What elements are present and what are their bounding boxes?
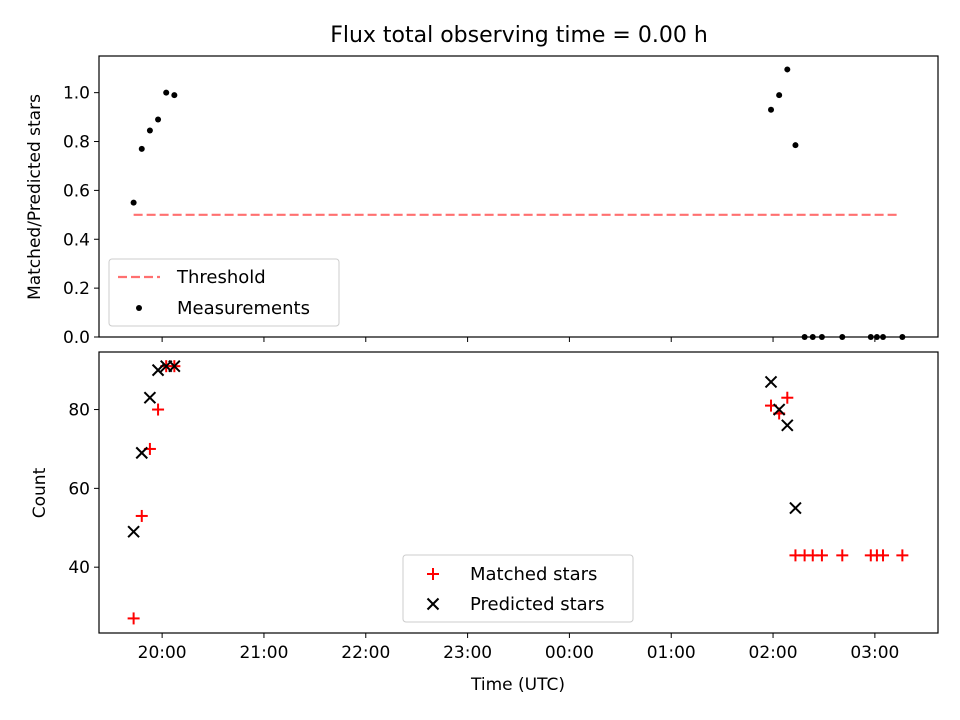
top-plot-area: 0.0 0.2 0.4 0.6 0.8 1.0 Threshold Measurements bbox=[63, 55, 939, 348]
measurement-point bbox=[818, 334, 825, 340]
predicted-star-point bbox=[789, 501, 802, 515]
x-tick-label: 00:00 bbox=[545, 643, 594, 663]
x-tick-label: 23:00 bbox=[443, 643, 492, 663]
top-axes-frame bbox=[98, 55, 939, 338]
matched-star-point bbox=[152, 403, 165, 416]
predicted-star-stroke bbox=[151, 363, 165, 377]
measurement-point bbox=[155, 116, 162, 123]
top-y-tick-label: 0.2 bbox=[63, 279, 90, 299]
x-tick-label: 01:00 bbox=[647, 643, 696, 663]
measurement-point bbox=[171, 92, 178, 99]
bottom-plot-area: 40 60 80 20:00 21:00 22:00 23:00 00:00 01:00 02:0… bbox=[68, 351, 939, 663]
measurement-point bbox=[880, 334, 887, 340]
matched-star-point bbox=[127, 612, 140, 625]
bottom-y-tick-label: 40 bbox=[68, 558, 90, 578]
matched-star-point bbox=[135, 509, 148, 522]
predicted-star-point bbox=[127, 525, 140, 538]
measurement-point bbox=[784, 66, 791, 73]
predicted-star-point bbox=[135, 446, 148, 460]
measurement-point bbox=[809, 334, 816, 340]
predicted-star-stroke bbox=[781, 419, 794, 432]
top-y-axis-label: Matched/Predicted stars bbox=[25, 94, 45, 300]
legend-matched-label: Matched stars bbox=[470, 564, 597, 585]
legend-measurements-swatch bbox=[136, 305, 142, 311]
x-tick-label: 21:00 bbox=[239, 643, 288, 663]
predicted-star-point bbox=[168, 359, 181, 373]
x-tick-label: 02:00 bbox=[749, 643, 798, 663]
measurement-point bbox=[873, 334, 880, 340]
bottom-axes-frame bbox=[98, 351, 939, 634]
bottom-y-tick-label: 80 bbox=[68, 401, 90, 421]
measurement-point bbox=[776, 92, 783, 99]
predicted-star-point bbox=[764, 375, 778, 389]
bottom-panel: 40 60 80 20:00 21:00 22:00 23:00 00:00 01:00 02:0… bbox=[30, 351, 939, 695]
predicted-star-point bbox=[781, 419, 794, 432]
predicted-star-stroke bbox=[789, 501, 802, 515]
measurement-point bbox=[801, 334, 808, 340]
x-tick-label: 20:00 bbox=[138, 643, 187, 663]
measurement-point bbox=[867, 334, 874, 340]
legend-predicted-label: Predicted stars bbox=[470, 594, 604, 615]
measurement-point bbox=[839, 334, 846, 340]
legend-predicted-swatch bbox=[426, 597, 440, 611]
legend-threshold-label: Threshold bbox=[176, 267, 266, 288]
predicted-star-point bbox=[151, 363, 165, 377]
measurement-point bbox=[146, 127, 153, 134]
legend-measurements-label: Measurements bbox=[177, 298, 310, 319]
predicted-star-point bbox=[772, 403, 786, 416]
predicted-star-stroke bbox=[127, 525, 140, 538]
matched-star-point bbox=[896, 549, 909, 562]
predicted-star-point bbox=[143, 391, 157, 404]
measurement-point bbox=[792, 142, 799, 149]
predicted-star-stroke bbox=[135, 446, 148, 460]
x-tick-label: 22:00 bbox=[341, 643, 390, 663]
bottom-y-axis-label: Count bbox=[30, 467, 50, 518]
top-y-tick-label: 0.0 bbox=[63, 328, 90, 348]
predicted-star-stroke bbox=[168, 359, 181, 373]
x-axis-label: Time (UTC) bbox=[470, 675, 565, 695]
bottom-legend-box bbox=[402, 554, 634, 623]
top-legend: Threshold Measurements bbox=[108, 258, 340, 327]
measurement-point bbox=[899, 334, 906, 340]
matched-star-point bbox=[815, 549, 828, 562]
matched-star-point bbox=[877, 549, 890, 562]
x-tick-label: 03:00 bbox=[850, 643, 899, 663]
bottom-y-tick-label: 60 bbox=[68, 479, 90, 499]
measurement-point bbox=[130, 199, 137, 206]
matched-star-point bbox=[781, 391, 794, 404]
predicted-star-stroke bbox=[772, 403, 786, 416]
predicted-star-stroke bbox=[143, 391, 157, 404]
top-panel: 0.00.20.40.60.81.0ThresholdMeasurements … bbox=[25, 55, 939, 348]
top-y-tick-label: 1.0 bbox=[63, 84, 90, 104]
bottom-legend: Matched stars Predicted stars bbox=[402, 554, 634, 623]
measurement-point bbox=[768, 106, 775, 113]
measurement-point bbox=[138, 145, 145, 152]
chart-title: Flux total observing time = 0.00 h bbox=[330, 23, 708, 48]
top-legend-box bbox=[108, 258, 340, 327]
top-y-tick-label: 0.8 bbox=[63, 133, 90, 153]
matched-star-point bbox=[836, 549, 849, 562]
predicted-star-stroke bbox=[764, 375, 778, 389]
measurement-point bbox=[163, 89, 170, 96]
top-y-tick-label: 0.4 bbox=[63, 230, 90, 250]
top-y-tick-label: 0.6 bbox=[63, 181, 90, 201]
